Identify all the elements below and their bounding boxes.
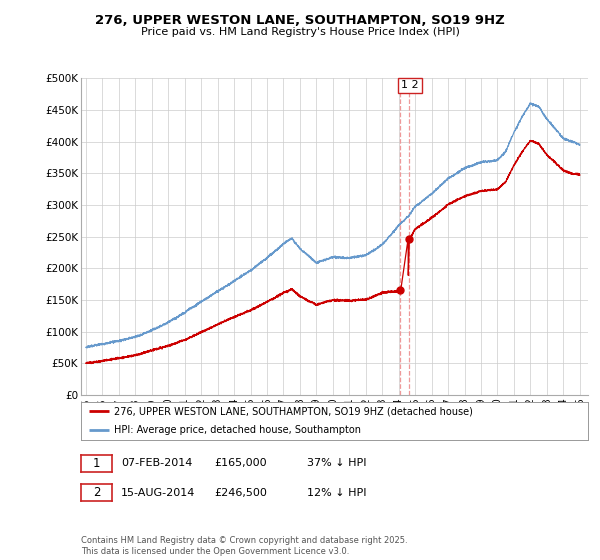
Text: 12% ↓ HPI: 12% ↓ HPI <box>307 488 367 498</box>
Text: £165,000: £165,000 <box>214 458 267 468</box>
Text: 37% ↓ HPI: 37% ↓ HPI <box>307 458 367 468</box>
Text: 276, UPPER WESTON LANE, SOUTHAMPTON, SO19 9HZ (detached house): 276, UPPER WESTON LANE, SOUTHAMPTON, SO1… <box>114 406 473 416</box>
Text: Price paid vs. HM Land Registry's House Price Index (HPI): Price paid vs. HM Land Registry's House … <box>140 27 460 37</box>
Text: Contains HM Land Registry data © Crown copyright and database right 2025.
This d: Contains HM Land Registry data © Crown c… <box>81 536 407 556</box>
Text: 276, UPPER WESTON LANE, SOUTHAMPTON, SO19 9HZ: 276, UPPER WESTON LANE, SOUTHAMPTON, SO1… <box>95 14 505 27</box>
Text: HPI: Average price, detached house, Southampton: HPI: Average price, detached house, Sout… <box>114 425 361 435</box>
Text: 1: 1 <box>93 456 100 470</box>
Text: 1 2: 1 2 <box>401 80 419 90</box>
Text: 2: 2 <box>93 486 100 500</box>
Text: 15-AUG-2014: 15-AUG-2014 <box>121 488 196 498</box>
Text: 07-FEB-2014: 07-FEB-2014 <box>121 458 193 468</box>
Text: £246,500: £246,500 <box>214 488 267 498</box>
